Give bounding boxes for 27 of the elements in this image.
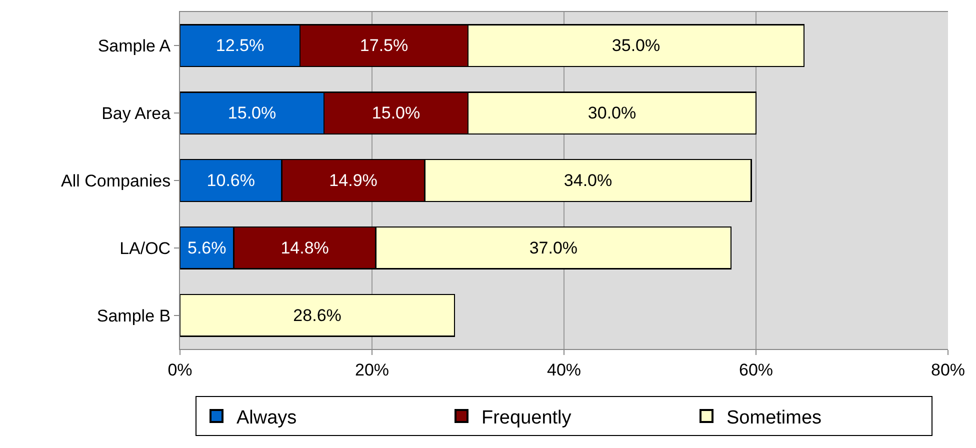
legend-label: Sometimes <box>726 407 822 428</box>
y-tick-label: Sample B <box>96 306 171 326</box>
bar <box>180 294 456 337</box>
data-label: 37.0% <box>529 238 578 258</box>
data-label: 30.0% <box>588 104 636 123</box>
y-tick-label: Sample A <box>98 36 172 56</box>
data-label: 12.5% <box>216 36 264 56</box>
x-tick-label: 0% <box>168 360 192 380</box>
y-tick-label: All Companies <box>60 171 171 190</box>
data-label: 15.0% <box>228 104 276 123</box>
data-label: 17.5% <box>360 36 408 56</box>
x-tick-label: 20% <box>354 360 390 380</box>
data-label: 5.6% <box>188 238 226 258</box>
data-label: 28.6% <box>293 306 342 325</box>
x-tick-label: 60% <box>738 360 774 380</box>
x-tick-label: 80% <box>930 360 966 380</box>
data-label: 14.9% <box>329 171 378 190</box>
data-label: 35.0% <box>612 36 660 56</box>
data-label: 15.0% <box>372 104 420 123</box>
legend-label: Always <box>236 407 297 428</box>
legend-label: Frequently <box>482 407 572 428</box>
data-label: 10.6% <box>206 171 255 190</box>
y-tick-label: LA/OC <box>120 238 171 258</box>
data-label: 34.0% <box>564 171 612 190</box>
y-tick-label: Bay Area <box>102 104 172 124</box>
x-tick-label: 40% <box>546 360 582 380</box>
data-label: 14.8% <box>280 238 329 258</box>
